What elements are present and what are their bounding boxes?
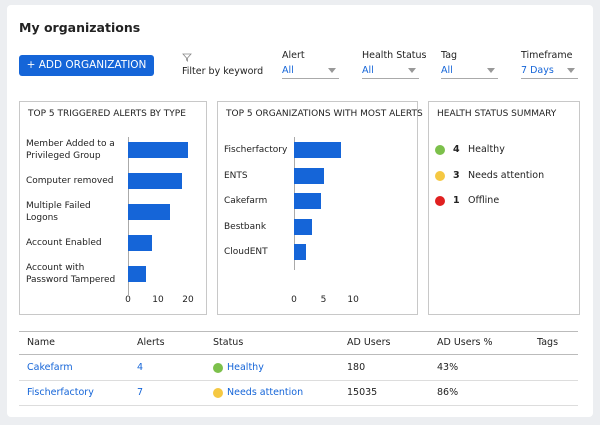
x-tick-label: 20 — [182, 295, 194, 305]
orgs-panel: TOP 5 ORGANIZATIONS WITH MOST ALERTS 0 5 1… — [217, 101, 423, 315]
table-border — [19, 405, 578, 406]
filter-title: Timeframe — [521, 50, 573, 61]
status-dot — [435, 196, 445, 206]
bar — [294, 244, 306, 261]
status-dot — [435, 170, 445, 181]
category-label: CloudENT — [224, 247, 268, 258]
filter-title: Alert — [282, 50, 305, 61]
category-label: Computer removed — [26, 176, 114, 186]
filter-label[interactable]: Filter by keyword — [182, 66, 264, 77]
bar — [294, 193, 321, 210]
category-label: Member Added to a Privileged Group — [26, 139, 115, 161]
filter-select[interactable]: All — [282, 65, 339, 79]
table-border — [19, 331, 578, 332]
org-name-link[interactable]: Fischerfactory — [27, 387, 94, 398]
filter-select[interactable]: All — [362, 65, 419, 79]
category-label: Multiple Failed Logons — [26, 201, 91, 223]
panel-title: TOP 5 ORGANIZATIONS WITH MOST ALERTS — [226, 109, 423, 119]
x-tick-label: 10 — [347, 295, 359, 305]
health-panel: HEALTH STATUS SUMMARY 4 Healthy 3 Needs att… — [428, 101, 580, 315]
ad-users-pct: 86% — [437, 387, 459, 398]
filter-select[interactable]: 7 Days — [521, 65, 578, 79]
bar — [128, 173, 182, 189]
status-dot — [213, 388, 223, 398]
status-dot — [213, 363, 223, 373]
category-label: Bestbank — [224, 221, 267, 232]
ad-users-pct: 43% — [437, 362, 459, 373]
ad-users: 15035 — [347, 387, 378, 398]
alerts-link[interactable]: 7 — [137, 387, 144, 398]
add-organization-button[interactable]: + ADD ORGANIZATION — [19, 55, 154, 76]
table-border — [19, 354, 578, 355]
table-border — [19, 380, 578, 381]
status-label: Needs attention — [468, 169, 545, 181]
alerts-link[interactable]: 4 — [137, 362, 144, 373]
category-label: Account Enabled — [26, 238, 102, 248]
column-header: AD Users % — [437, 337, 493, 348]
status-count: 3 — [453, 169, 460, 181]
x-tick-label: 0 — [125, 295, 131, 305]
column-header: Alerts — [137, 337, 165, 348]
column-header: Tags — [537, 337, 559, 348]
x-tick-label: 0 — [291, 295, 297, 305]
org-name-link[interactable]: Cakefarm — [27, 362, 73, 373]
bar — [128, 204, 170, 220]
category-label: Cakefarm — [224, 196, 268, 207]
status-label: Healthy — [468, 144, 505, 155]
x-tick-label: 10 — [152, 295, 164, 305]
filter-icon — [182, 53, 192, 62]
status-count: 1 — [453, 195, 460, 206]
x-tick-label: 5 — [320, 295, 327, 305]
category-label: Fischerfactory — [224, 145, 288, 155]
filter-select[interactable]: All — [441, 65, 498, 79]
bar — [294, 142, 342, 158]
bar — [128, 235, 152, 251]
filter-title: Tag — [441, 50, 458, 61]
column-header: Status — [213, 337, 244, 348]
bar — [128, 266, 146, 282]
ad-users: 180 — [347, 362, 366, 373]
status-link[interactable]: Needs attention — [227, 387, 304, 398]
panel-title: TOP 5 TRIGGERED ALERTS BY TYPE — [28, 109, 186, 119]
status-link[interactable]: Healthy — [227, 362, 264, 373]
alerts-panel: TOP 5 TRIGGERED ALERTS BY TYPE 0 10 20 Memb… — [19, 101, 207, 315]
category-label: ENTS — [224, 170, 248, 181]
column-header: AD Users — [347, 337, 391, 348]
status-count: 4 — [453, 144, 460, 155]
category-label: Account with Password Tampered — [26, 263, 116, 285]
bar — [128, 142, 188, 158]
bar — [294, 218, 312, 235]
status-label: Offline — [468, 195, 500, 206]
status-dot — [435, 145, 445, 155]
column-header: Name — [27, 337, 56, 348]
bar — [294, 167, 324, 184]
panel-title: HEALTH STATUS SUMMARY — [437, 109, 557, 119]
page-title: My organizations — [19, 20, 141, 35]
filter-title: Health Status — [362, 50, 427, 61]
